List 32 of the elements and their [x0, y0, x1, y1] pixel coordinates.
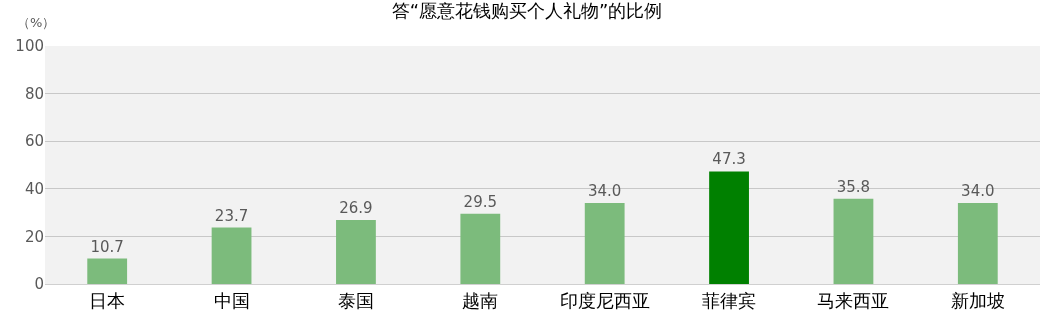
x-tick-label: 印度尼西亚: [559, 289, 650, 311]
y-tick-label: 20: [24, 227, 44, 246]
x-tick-label: 菲律宾: [702, 289, 757, 311]
y-tick-label: 100: [15, 37, 44, 56]
bar: [709, 171, 749, 284]
data-label: 10.7: [90, 237, 124, 256]
y-axis-title: （%）: [17, 15, 56, 30]
bar: [833, 198, 874, 284]
data-label: 47.3: [712, 150, 746, 169]
x-tick-label: 日本: [89, 289, 126, 311]
y-tick-label: 80: [24, 84, 44, 103]
data-label: 34.0: [587, 182, 622, 201]
x-tick-label: 中国: [213, 289, 250, 311]
data-label: 26.9: [339, 198, 373, 217]
x-tick-label: 新加坡: [950, 289, 1005, 311]
data-label: 23.7: [214, 206, 249, 225]
bar: [87, 258, 128, 284]
bar: [336, 219, 376, 284]
bar: [460, 213, 501, 284]
data-label: 35.8: [836, 177, 871, 196]
y-tick-label: 60: [24, 132, 44, 151]
data-label: 34.0: [961, 182, 995, 201]
bar: [211, 227, 252, 284]
chart-title: 答“愿意花钱购买个人礼物”的比例: [391, 0, 663, 22]
y-tick-label: 0: [34, 275, 44, 294]
x-tick-label: 马来西亚: [817, 289, 890, 311]
bar: [584, 203, 625, 284]
x-tick-label: 泰国: [337, 289, 374, 311]
y-tick-label: 40: [24, 180, 44, 199]
bar: [957, 203, 998, 284]
x-tick-label: 越南: [462, 289, 499, 311]
data-label: 29.5: [463, 192, 498, 211]
